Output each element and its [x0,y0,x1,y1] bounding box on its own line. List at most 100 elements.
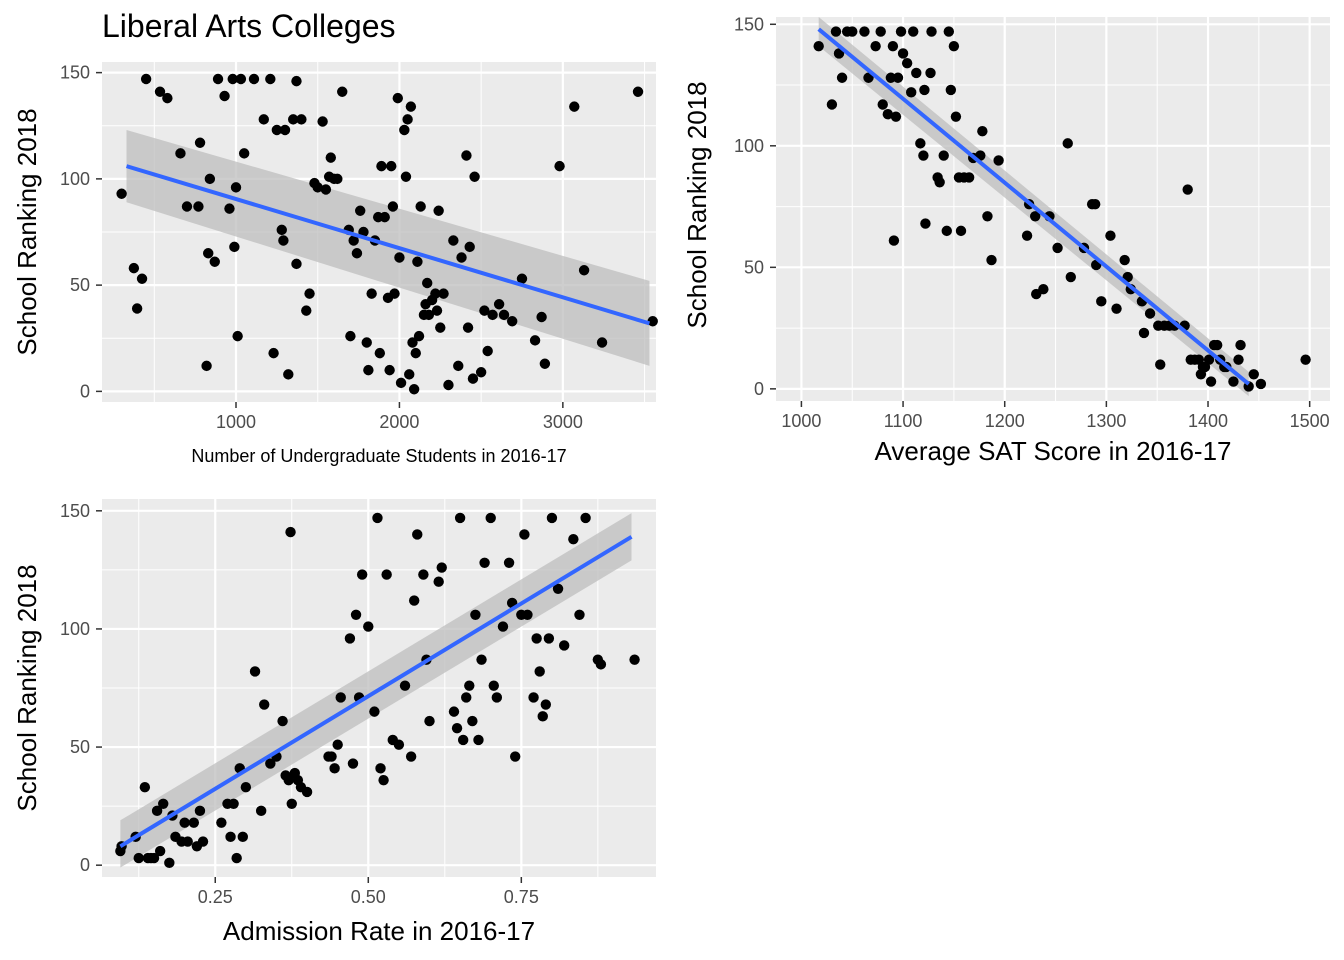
data-point [405,751,417,762]
data-point [238,148,250,159]
figure-title: Liberal Arts Colleges [102,8,396,44]
confidence-band [126,130,650,366]
data-point [395,377,407,389]
data-point [179,817,190,828]
data-point [283,774,294,786]
data-point [194,137,206,148]
data-point [148,852,160,864]
data-point [1155,359,1166,370]
y-tick-label: 50 [70,275,90,295]
data-point [510,751,521,762]
data-point [629,654,640,665]
data-point [870,40,881,52]
data-point [288,114,299,125]
regression-line [125,164,651,326]
data-point [317,116,328,127]
data-point [982,211,993,222]
data-point [301,786,313,798]
data-point [1235,339,1246,351]
data-point [355,205,366,216]
data-point [375,763,386,774]
data-point [384,364,395,376]
data-point [448,235,459,246]
data-point [301,305,312,316]
data-point [325,152,336,163]
data-point [1089,198,1101,210]
data-point [919,84,930,96]
data-point [890,111,902,122]
data-point [826,99,838,110]
data-point [497,621,509,632]
data-point [265,758,276,769]
data-point [813,40,824,52]
data-point [596,337,608,348]
data-point [859,26,870,37]
data-point [372,512,383,524]
data-point [197,836,209,847]
y-tick-label: 100 [60,169,90,189]
data-point [407,337,418,348]
data-point [430,288,441,299]
data-point [291,75,302,87]
data-point [231,852,242,864]
data-point [201,360,212,372]
data-point [941,225,952,237]
data-point [918,150,929,161]
data-point [950,111,962,122]
data-point [897,48,909,59]
data-point [457,734,469,746]
data-point [237,831,248,843]
data-point [219,90,230,102]
data-point [433,576,444,587]
data-point [1300,354,1311,365]
x-tick-label: 1100 [884,411,923,431]
data-point [552,583,564,594]
data-point [836,72,848,83]
data-point [296,114,307,125]
data-point [875,26,886,37]
data-point [456,252,467,263]
data-point [493,299,505,310]
data-point [986,254,997,266]
data-point [204,173,216,185]
data-point [347,758,359,769]
x-tick-label: 1400 [1188,411,1228,431]
data-point [240,782,252,793]
data-point [519,529,530,540]
data-point [413,330,425,342]
data-point [394,252,405,263]
data-point [443,379,454,391]
data-point [448,706,460,717]
data-point [908,26,919,37]
data-point [230,182,242,193]
data-point [405,101,417,112]
x-tick-label: 0.75 [504,887,539,907]
data-point [229,241,240,253]
data-point [393,739,405,750]
data-point [451,722,463,734]
data-point [363,621,374,632]
data-point [554,160,565,172]
data-point [540,699,552,710]
data-point [488,680,499,691]
data-point [546,512,558,524]
data-point [569,101,580,112]
data-point [181,201,193,212]
panel-3: 0.25 0.50 0.75 0 50 100 150 Admission Rate in 2… [12,499,656,946]
data-point [408,595,420,606]
data-point [885,72,897,83]
data-point [1138,327,1150,339]
data-point [522,609,533,620]
y-axis-label: School Ranking 2018 [12,108,42,355]
data-point [578,265,590,276]
data-point [399,124,410,136]
data-point [1111,303,1122,314]
data-point [473,734,484,746]
data-point [415,201,426,212]
x-tick-label: 1000 [216,412,256,432]
data-point [128,262,140,274]
y-tick-label: 50 [70,737,90,757]
data-point [278,235,289,246]
data-point [235,73,247,85]
x-tick-label: 0.50 [351,887,386,907]
